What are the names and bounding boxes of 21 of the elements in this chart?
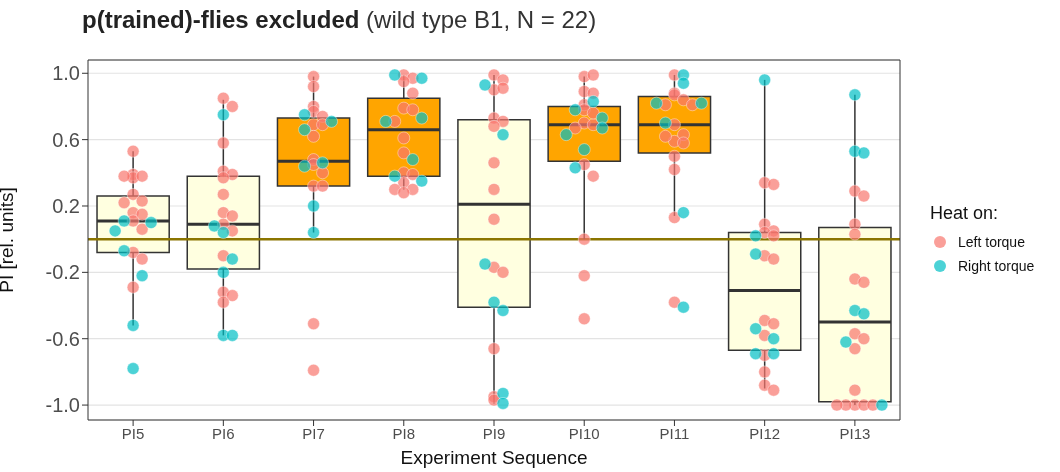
y-tick-label: 0.2: [52, 195, 80, 218]
x-tick-label: PI6: [212, 424, 235, 442]
legend-title: Heat on:: [930, 203, 1000, 224]
x-axis-title: Experiment Sequence: [400, 447, 588, 468]
y-tick-label: -0.6: [45, 327, 80, 350]
y-tick-label: -1.0: [45, 394, 80, 417]
x-tick-label: PI11: [659, 424, 690, 442]
x-tick-label: PI5: [121, 424, 145, 442]
legend-label: Right torque: [958, 258, 1035, 274]
x-tick-label: PI10: [568, 424, 600, 442]
x-tick-label: PI7: [302, 424, 325, 442]
x-tick-label: PI9: [482, 424, 506, 442]
chart-title: p(trained)-flies excluded: [82, 6, 360, 33]
y-tick-label: -0.2: [45, 261, 80, 284]
y-tick-label: 1.0: [52, 62, 80, 85]
x-tick-label: PI8: [392, 424, 416, 442]
x-tick-label: PI12: [749, 424, 781, 442]
x-tick-label: PI13: [839, 424, 871, 442]
legend-label: Left torque: [958, 234, 1025, 250]
y-tick-label: 0.6: [52, 128, 80, 151]
chart-subtitle: (wild type B1, N = 22): [366, 6, 597, 33]
